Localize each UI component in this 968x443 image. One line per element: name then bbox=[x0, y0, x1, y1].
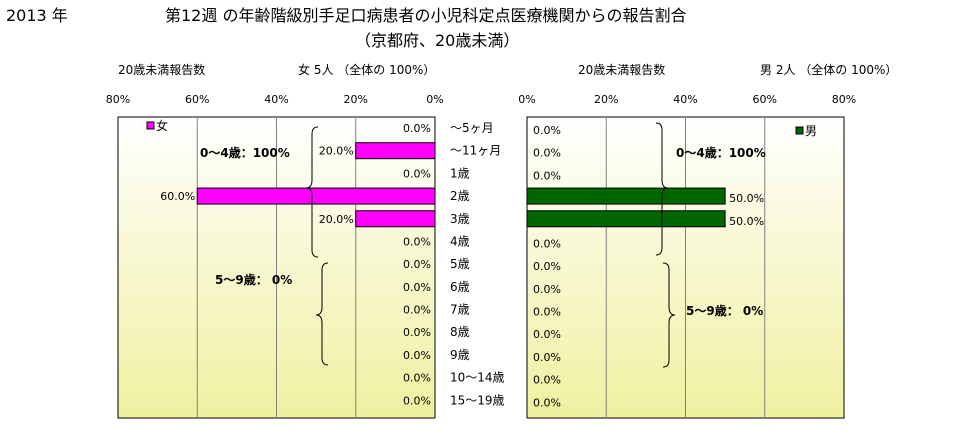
male-bar bbox=[526, 210, 726, 228]
male-data-label: 0.0% bbox=[533, 147, 561, 160]
male-data-label: 0.0% bbox=[533, 237, 561, 250]
male-group1-label: 0～4歳：100% bbox=[676, 145, 766, 160]
chart-subtitle: （京都府、20歳未満） bbox=[355, 31, 520, 50]
female-data-label: 0.0% bbox=[403, 372, 431, 385]
male-group2-label: 5～9歳： 0% bbox=[686, 303, 763, 318]
year-label: 2013 年 bbox=[6, 6, 68, 25]
female-brace-5-9 bbox=[315, 262, 329, 366]
female-data-label: 0.0% bbox=[403, 167, 431, 180]
chart-title: 第12週 の年齢階級別手足口病患者の小児科定点医療機関からの報告割合 bbox=[165, 6, 687, 25]
category-label: 6歳 bbox=[450, 280, 470, 294]
category-label: 4歳 bbox=[450, 234, 470, 248]
female-tick-label: 20% bbox=[344, 93, 368, 106]
male-tick-label: 20% bbox=[594, 93, 618, 106]
female-data-label: 0.0% bbox=[403, 394, 431, 407]
female-data-label: 20.0% bbox=[319, 145, 354, 158]
male-data-label: 50.0% bbox=[729, 192, 764, 205]
male-brace-5-9 bbox=[662, 262, 676, 368]
female-data-label: 60.0% bbox=[160, 190, 195, 203]
category-label: 15～19歳 bbox=[450, 393, 505, 407]
male-data-label: 0.0% bbox=[533, 374, 561, 387]
female-group1-label: 0～4歳：100% bbox=[200, 145, 290, 160]
female-legend-label: 女 bbox=[156, 118, 168, 133]
female-data-label: 0.0% bbox=[403, 326, 431, 339]
male-data-label: 0.0% bbox=[533, 306, 561, 319]
male-summary: 男 2人 （全体の 100%） bbox=[760, 63, 898, 77]
female-data-label: 0.0% bbox=[403, 304, 431, 317]
male-data-label: 0.0% bbox=[533, 260, 561, 273]
category-label: 3歳 bbox=[450, 212, 470, 226]
female-data-label: 0.0% bbox=[403, 281, 431, 294]
category-label: ～5ヶ月 bbox=[450, 121, 494, 135]
category-label: 9歳 bbox=[450, 348, 470, 362]
female-data-label: 0.0% bbox=[403, 258, 431, 271]
male-data-label: 0.0% bbox=[533, 351, 561, 364]
male-data-label: 0.0% bbox=[533, 396, 561, 409]
male-tick-label: 80% bbox=[832, 93, 856, 106]
female-summary: 女 5人 （全体の 100%） bbox=[298, 63, 436, 77]
female-tick-label: 0% bbox=[426, 93, 443, 106]
category-label: 1歳 bbox=[450, 166, 470, 180]
female-data-label: 0.0% bbox=[403, 235, 431, 248]
category-label: 5歳 bbox=[450, 257, 470, 271]
female-tick-label: 80% bbox=[106, 93, 130, 106]
female-brace-0-4 bbox=[305, 126, 319, 258]
female-bar bbox=[355, 142, 436, 160]
female-legend-swatch bbox=[146, 121, 155, 130]
male-brace-0-4 bbox=[655, 122, 669, 256]
female-bar bbox=[355, 210, 436, 228]
female-bar bbox=[196, 187, 436, 205]
male-data-label: 0.0% bbox=[533, 169, 561, 182]
female-tick-label: 40% bbox=[264, 93, 288, 106]
category-label: ～11ヶ月 bbox=[450, 144, 501, 158]
category-label: 7歳 bbox=[450, 303, 470, 317]
female-data-label: 0.0% bbox=[403, 122, 431, 135]
male-tick-label: 40% bbox=[673, 93, 697, 106]
category-label: 8歳 bbox=[450, 325, 470, 339]
male-data-label: 0.0% bbox=[533, 124, 561, 137]
female-count-label: 20歳未満報告数 bbox=[118, 63, 206, 77]
male-data-label: 50.0% bbox=[729, 215, 764, 228]
female-data-label: 20.0% bbox=[319, 213, 354, 226]
category-label: 2歳 bbox=[450, 189, 470, 203]
male-tick-label: 0% bbox=[518, 93, 535, 106]
male-data-label: 0.0% bbox=[533, 283, 561, 296]
female-data-label: 0.0% bbox=[403, 349, 431, 362]
male-legend-label: 男 bbox=[805, 124, 817, 138]
male-count-label: 20歳未満報告数 bbox=[578, 63, 666, 77]
female-group2-label: 5～9歳： 0% bbox=[215, 272, 292, 287]
male-legend-swatch bbox=[795, 126, 804, 135]
category-label: 10～14歳 bbox=[450, 371, 505, 385]
female-tick-label: 60% bbox=[185, 93, 209, 106]
male-data-label: 0.0% bbox=[533, 328, 561, 341]
male-bar bbox=[526, 187, 726, 205]
male-tick-label: 60% bbox=[753, 93, 777, 106]
